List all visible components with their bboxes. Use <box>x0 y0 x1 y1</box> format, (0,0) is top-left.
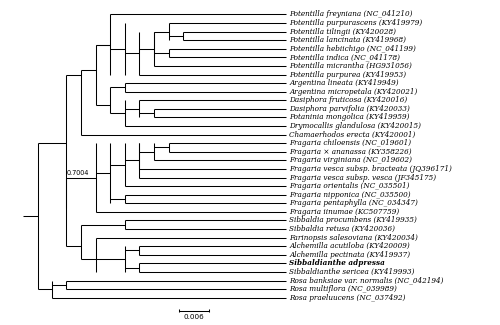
Text: Potentilla tilingii (KY420028): Potentilla tilingii (KY420028) <box>290 28 397 36</box>
Text: Fragaria vesca subsp. bracteata (JQ396171): Fragaria vesca subsp. bracteata (JQ39617… <box>290 165 452 173</box>
Text: Farinopsis salesoviana (KY420034): Farinopsis salesoviana (KY420034) <box>290 234 418 241</box>
Text: Potentilla purpurea (KY419953): Potentilla purpurea (KY419953) <box>290 71 406 79</box>
Text: Fragaria vesca subsp. vesca (JF345175): Fragaria vesca subsp. vesca (JF345175) <box>290 174 436 182</box>
Text: Rosa praeluucens (NC_037492): Rosa praeluucens (NC_037492) <box>290 294 406 302</box>
Text: 0.7004: 0.7004 <box>66 170 89 176</box>
Text: Sibbaldianthe sericea (KY419993): Sibbaldianthe sericea (KY419993) <box>290 268 415 276</box>
Text: Argentina lineata (KY419949): Argentina lineata (KY419949) <box>290 79 399 87</box>
Text: Fragaria virginiana (NC_019602): Fragaria virginiana (NC_019602) <box>290 156 412 164</box>
Text: Chamaerhodos erecta (KY420001): Chamaerhodos erecta (KY420001) <box>290 131 416 139</box>
Text: Sibbaldia procumbens (KY419935): Sibbaldia procumbens (KY419935) <box>290 216 417 225</box>
Text: 0.006: 0.006 <box>184 314 204 320</box>
Text: Fragaria orientalis (NC_035501): Fragaria orientalis (NC_035501) <box>290 182 410 190</box>
Text: Fragaria iinumae (KC507759): Fragaria iinumae (KC507759) <box>290 208 400 216</box>
Text: Potentilla freyniana (NC_041210): Potentilla freyniana (NC_041210) <box>290 10 413 19</box>
Text: Sibbaldia retusa (KY420036): Sibbaldia retusa (KY420036) <box>290 225 396 233</box>
Text: Potentilla micrantha (HG931056): Potentilla micrantha (HG931056) <box>290 62 412 70</box>
Text: Potentilla lancinata (KY419968): Potentilla lancinata (KY419968) <box>290 36 406 44</box>
Text: Dasiphora parvifolia (KY420033): Dasiphora parvifolia (KY420033) <box>290 105 410 113</box>
Text: Fragaria pentaphylla (NC_034347): Fragaria pentaphylla (NC_034347) <box>290 199 418 207</box>
Text: Sibbaldianthe adpressa: Sibbaldianthe adpressa <box>290 259 385 267</box>
Text: Fragaria nipponica (NC_035500): Fragaria nipponica (NC_035500) <box>290 191 411 199</box>
Text: Alchemilla pectinata (KY419937): Alchemilla pectinata (KY419937) <box>290 251 410 259</box>
Text: Dasiphora fruticosa (KY420016): Dasiphora fruticosa (KY420016) <box>290 96 408 104</box>
Text: Fragaria chiloensis (NC_019601): Fragaria chiloensis (NC_019601) <box>290 139 412 147</box>
Text: Rosa banksiae var. normalis (NC_042194): Rosa banksiae var. normalis (NC_042194) <box>290 277 444 284</box>
Text: Potentilla indica (NC_041178): Potentilla indica (NC_041178) <box>290 53 401 61</box>
Text: Fragaria × ananassa (KY358226): Fragaria × ananassa (KY358226) <box>290 148 412 156</box>
Text: Rosa multiflora (NC_039989): Rosa multiflora (NC_039989) <box>290 285 397 293</box>
Text: Alchemilla acutiloba (KY420009): Alchemilla acutiloba (KY420009) <box>290 242 410 250</box>
Text: Argentina micropetala (KY420021): Argentina micropetala (KY420021) <box>290 88 418 96</box>
Text: Potentilla purpurascens (KY419979): Potentilla purpurascens (KY419979) <box>290 19 422 27</box>
Text: Drymocallis glandulosa (KY420015): Drymocallis glandulosa (KY420015) <box>290 122 422 130</box>
Text: Potaninia mongolica (KY419959): Potaninia mongolica (KY419959) <box>290 113 410 122</box>
Text: Potentilla hebiichigo (NC_041199): Potentilla hebiichigo (NC_041199) <box>290 45 416 53</box>
